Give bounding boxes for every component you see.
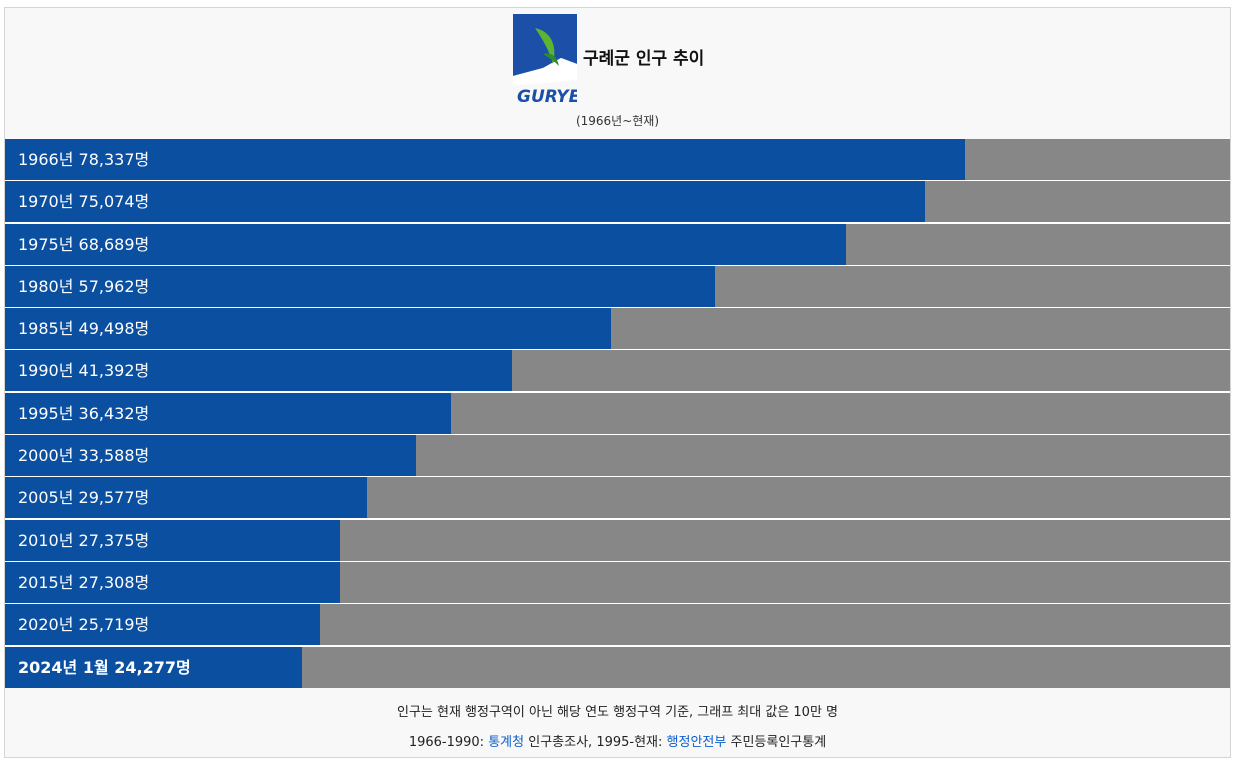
bar xyxy=(5,308,612,350)
value-label: 36,432명 xyxy=(78,403,150,423)
bar xyxy=(5,604,321,646)
bar-row: 1975년 68,689명 xyxy=(5,223,1230,265)
bar xyxy=(5,139,965,180)
value-label: 25,719명 xyxy=(78,615,150,635)
bar xyxy=(5,181,925,223)
bar-label: 1980년 57,962명 xyxy=(18,266,149,307)
bar-row: 1980년 57,962명 xyxy=(5,265,1230,307)
bar-row: 2010년 27,375명 xyxy=(5,519,1230,561)
bar-label: 2024년 1월 24,277명 xyxy=(18,647,191,688)
source-link[interactable]: 행정안전부 xyxy=(666,734,727,750)
category-label: 1990년 xyxy=(18,361,74,381)
value-label: 24,277명 xyxy=(114,657,191,677)
bar xyxy=(5,392,452,434)
footer-note: 인구는 현재 행정구역이 아닌 해당 연도 행정구역 기준, 그래프 최대 값은… xyxy=(396,704,839,720)
value-label: 27,375명 xyxy=(78,530,150,550)
bar-label: 2010년 27,375명 xyxy=(18,520,149,561)
footer: 인구는 현재 행정구역이 아닌 해당 연도 행정구역 기준, 그래프 최대 값은… xyxy=(5,689,1230,758)
source-text: 인구총조사, 1995-현재: xyxy=(528,734,663,750)
value-label: 78,337명 xyxy=(78,150,150,169)
bar-label: 1966년 78,337명 xyxy=(18,139,149,180)
category-label: 1975년 xyxy=(18,234,74,254)
value-label: 41,392명 xyxy=(78,361,150,381)
bar-label: 1970년 75,074명 xyxy=(18,181,149,222)
category-label: 1985년 xyxy=(18,319,74,339)
category-label: 1970년 xyxy=(18,192,74,212)
source-text: 1966-1990: xyxy=(408,734,485,750)
category-label: 2005년 xyxy=(18,488,74,508)
bar-row: 1990년 41,392명 xyxy=(5,350,1230,392)
category-label: 2020년 xyxy=(18,615,74,635)
bar xyxy=(5,265,716,307)
bar-label: 1985년 49,498명 xyxy=(18,308,149,349)
value-label: 68,689명 xyxy=(78,234,150,254)
bar xyxy=(5,435,417,477)
bar-label: 1995년 36,432명 xyxy=(18,393,149,434)
category-label: 1966년 xyxy=(18,150,74,169)
value-label: 29,577명 xyxy=(78,488,150,508)
logo-text: GURYE xyxy=(517,87,577,107)
value-label: 49,498명 xyxy=(78,319,150,339)
source-link[interactable]: 통계청 xyxy=(488,734,525,750)
chart-title: 구례군 인구 추이 xyxy=(583,49,705,69)
bar-row: 2015년 27,308명 xyxy=(5,561,1230,603)
bar-label: 2020년 25,719명 xyxy=(18,604,149,645)
value-label: 57,962명 xyxy=(78,276,150,296)
bar xyxy=(5,561,340,603)
bar xyxy=(5,646,303,688)
bar-label: 1990년 41,392명 xyxy=(18,350,149,391)
bar-row: 1970년 75,074명 xyxy=(5,181,1230,223)
bar-label: 2005년 29,577명 xyxy=(18,477,149,518)
bar xyxy=(5,223,847,265)
bar-list: 1966년 78,337명 1970년 75,074명 1975년 68,689명 1… xyxy=(5,139,1230,688)
bar-row: 2024년 1월 24,277명 xyxy=(5,646,1230,688)
bar-label: 1975년 68,689명 xyxy=(18,224,149,265)
bar-row: 1985년 49,498명 xyxy=(5,308,1230,350)
bar-row: 2005년 29,577명 xyxy=(5,477,1230,519)
bar-row: 2020년 25,719명 xyxy=(5,604,1230,646)
category-label: 1980년 xyxy=(18,276,74,296)
category-label: 2015년 xyxy=(18,572,74,592)
bar-label: 2000년 33,588명 xyxy=(18,435,149,476)
chart-subtitle: (1966년~현재) xyxy=(575,114,660,128)
category-label: 2000년 xyxy=(18,446,74,466)
value-label: 27,308명 xyxy=(78,572,150,592)
value-label: 33,588명 xyxy=(78,446,150,466)
source-text: 주민등록인구통계 xyxy=(730,734,827,750)
bar xyxy=(5,519,341,561)
bar-label: 2015년 27,308명 xyxy=(18,562,149,603)
value-label: 75,074명 xyxy=(78,192,150,212)
header: GURYE 구례군 인구 추이 (1966년~현재) xyxy=(5,8,1230,139)
bar-row: 1966년 78,337명 xyxy=(5,139,1230,180)
category-label: 2010년 xyxy=(18,530,74,550)
category-label: 2024년 1월 xyxy=(18,657,109,677)
bar xyxy=(5,477,368,519)
category-label: 1995년 xyxy=(18,403,74,423)
bar xyxy=(5,350,513,392)
bar-row: 1995년 36,432명 xyxy=(5,392,1230,434)
logo: GURYE xyxy=(513,14,577,107)
footer-source: 1966-1990: 통계청 인구총조사, 1995-현재: 행정안전부 주민등… xyxy=(5,728,1230,758)
chart-box: GURYE 구례군 인구 추이 (1966년~현재) 1966년 78,337명… xyxy=(4,7,1231,758)
bar-row: 2000년 33,588명 xyxy=(5,435,1230,477)
